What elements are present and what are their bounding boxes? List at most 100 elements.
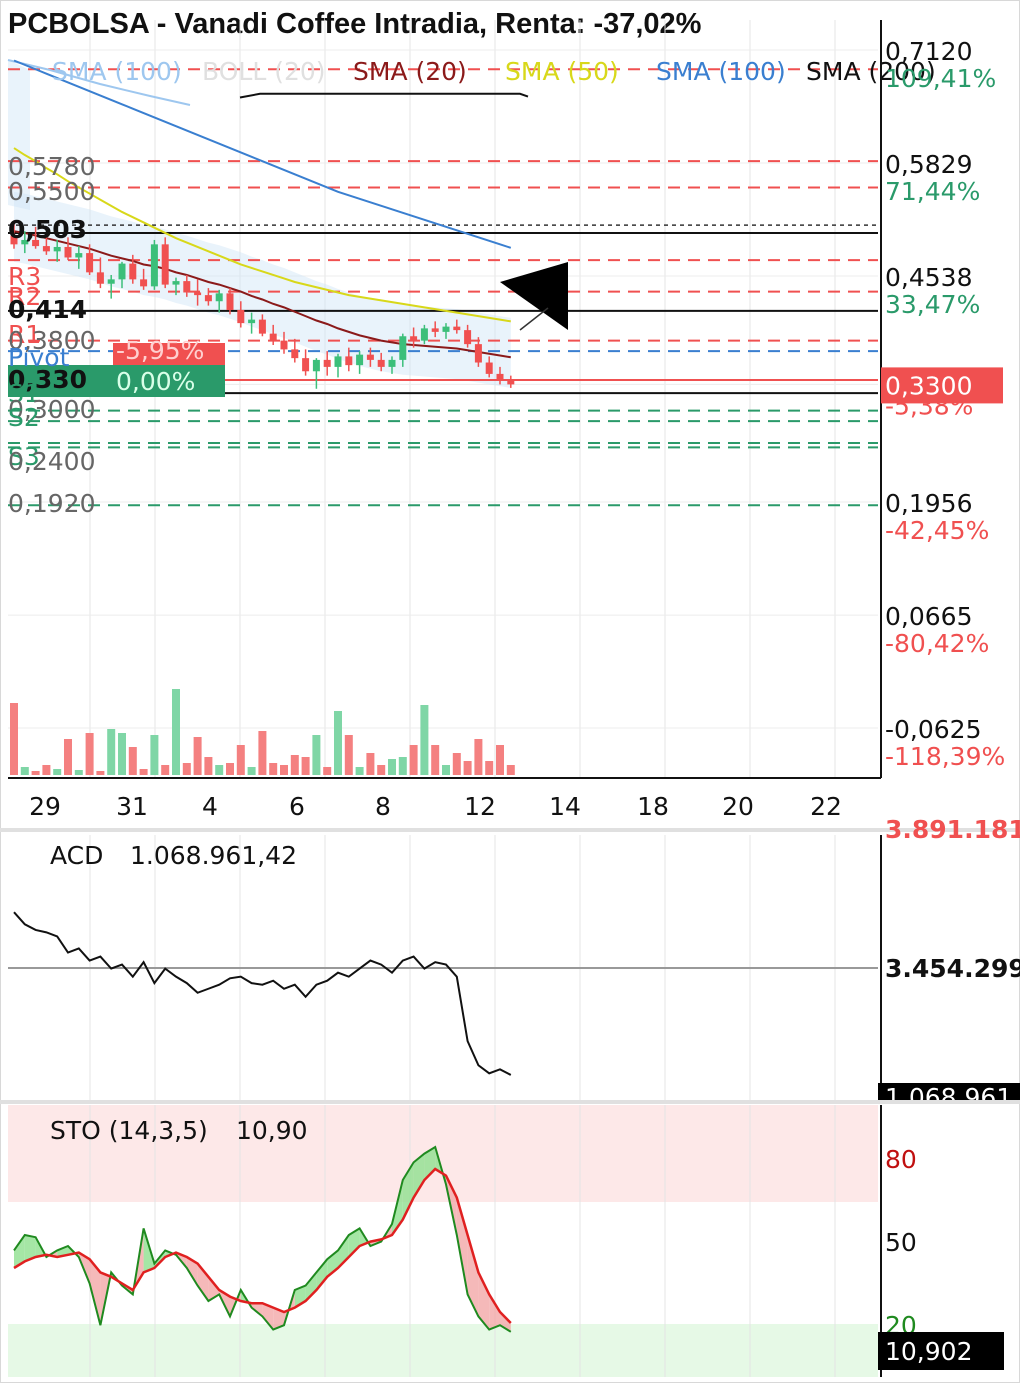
volume-bar-5 — [64, 739, 72, 775]
volume-bar-31 — [344, 735, 353, 775]
x-tick-label-4: 8 — [375, 792, 391, 821]
y-tick-pct-6: -118,39% — [885, 742, 1005, 771]
acd-tick-0: 3.891.181 — [885, 815, 1020, 844]
x-tick-label-3: 6 — [289, 792, 305, 821]
volume-bar-27 — [301, 757, 310, 775]
legend-item-2: SMA (20) — [353, 57, 467, 86]
last-price-tag — [881, 367, 1003, 404]
y-tick-label-1: 0,5829 — [885, 150, 972, 179]
level-label-14: 0,2400 — [8, 447, 95, 476]
volume-bar-10 — [118, 733, 126, 775]
volume-bar-9 — [107, 729, 116, 775]
sto-fill-44 — [489, 1294, 500, 1330]
candle-body-41 — [453, 326, 461, 331]
x-tick-label-7: 18 — [637, 792, 669, 821]
y-tick-pct-2: 33,47% — [885, 290, 980, 319]
acd-tick-1: 3.454.299 — [885, 954, 1020, 983]
volume-bar-34 — [377, 765, 386, 775]
acd-value: 1.068.961,42 — [130, 841, 297, 870]
sma200-line — [239, 92, 529, 99]
candle-body-44 — [485, 362, 493, 374]
sto-fill-28 — [316, 1259, 328, 1290]
volume-bar-8 — [96, 771, 105, 775]
volume-bar-12 — [139, 769, 148, 775]
acd-line — [13, 911, 512, 1076]
candle-body-27 — [302, 358, 310, 372]
volume-bar-26 — [290, 755, 299, 775]
triangle-drawing — [500, 262, 568, 330]
acd-value-tag-label: 1.068.961 — [885, 1083, 1012, 1112]
volume-bar-42 — [463, 761, 472, 775]
volume-bar-43 — [474, 739, 483, 775]
x-tick-label-6: 14 — [549, 792, 581, 821]
sma50-line — [13, 147, 511, 323]
sto-fill-24 — [273, 1307, 284, 1330]
x-tick-label-9: 22 — [810, 792, 842, 821]
volume-bar-38 — [420, 705, 429, 775]
candle-body-10 — [118, 263, 126, 280]
volume-bar-13 — [150, 735, 159, 775]
volume-bar-45 — [496, 745, 504, 775]
volume-bar-3 — [42, 765, 51, 775]
candle-body-7 — [86, 253, 94, 273]
sto-fill-45 — [500, 1312, 511, 1332]
sto-fill-1 — [24, 1235, 36, 1262]
level-label-13: S3 — [8, 442, 40, 471]
sto-fill-31 — [348, 1228, 360, 1257]
y-tick-pct-1: 71,44% — [885, 177, 980, 206]
x-tick-label-8: 20 — [722, 792, 754, 821]
sto-fill-0 — [14, 1235, 25, 1268]
sto-tick-1: 50 — [885, 1228, 917, 1257]
level-label-3: R3 — [8, 262, 41, 291]
volume-bar-4 — [53, 769, 62, 775]
level-label-8: Pivot — [8, 343, 70, 372]
candle-body-11 — [129, 263, 137, 280]
volume-bar-20 — [226, 763, 234, 775]
y-tick-pct-4: -42,45% — [885, 516, 989, 545]
volume-bar-21 — [236, 745, 245, 775]
volume-bar-37 — [409, 745, 418, 775]
legend-item-0: SMA (100) — [52, 57, 182, 86]
sto-fill-42 — [467, 1235, 479, 1317]
level-label-4: R2 — [8, 282, 41, 311]
x-tick-label-1: 31 — [116, 792, 148, 821]
y-tick-label-4: 0,1956 — [885, 489, 972, 518]
candle-body-26 — [291, 349, 299, 359]
candle-body-25 — [280, 340, 288, 350]
level-label-7: 0,3800 — [8, 326, 95, 355]
last-price-tag-label: 0,3300 — [885, 371, 972, 400]
candle-body-29 — [323, 359, 331, 367]
volume-bar-46 — [506, 765, 515, 775]
sma100-line — [13, 59, 512, 249]
candle-body-8 — [96, 272, 104, 284]
sto-fill-17 — [197, 1263, 209, 1301]
volume-bar-1 — [20, 767, 29, 775]
sma20-line — [13, 230, 511, 359]
volume-bar-2 — [31, 771, 40, 775]
candle-body-6 — [75, 253, 83, 258]
triangle-connector — [519, 307, 549, 331]
volume-bar-16 — [182, 763, 191, 775]
legend-item-4: SMA (100) — [656, 57, 786, 86]
bollinger-band — [14, 191, 511, 388]
sto-value-tag-label: 10,902 — [885, 1337, 972, 1366]
candle-body-0 — [10, 235, 18, 245]
sto-fill-37 — [413, 1153, 425, 1198]
sto-fill-43 — [478, 1272, 490, 1330]
candle-body-30 — [334, 356, 342, 367]
sto-fill-7 — [89, 1259, 101, 1326]
level-label-1: 0,5500 — [8, 177, 95, 206]
volume-bar-32 — [355, 767, 364, 775]
sto-d-line — [13, 1167, 512, 1324]
sto-tick-0: 80 — [885, 1145, 917, 1174]
candle-body-4 — [53, 246, 61, 252]
band-box-top — [113, 343, 225, 365]
bollinger-band-early — [8, 60, 30, 210]
candle-body-42 — [464, 330, 472, 345]
volume-bar-36 — [398, 757, 407, 775]
volume-bar-0 — [10, 703, 18, 775]
candle-body-2 — [32, 239, 40, 247]
candle-body-46 — [507, 380, 515, 385]
volume-bar-33 — [366, 753, 375, 775]
candle-body-23 — [258, 319, 266, 334]
